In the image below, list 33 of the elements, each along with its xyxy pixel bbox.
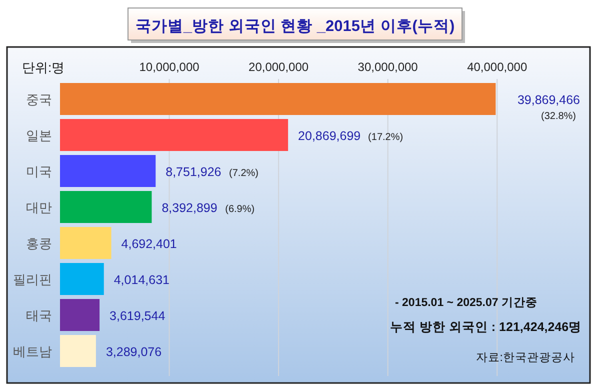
- x-tick-label: 10,000,000: [139, 60, 200, 74]
- x-axis-title: 단위:명: [22, 60, 65, 75]
- y-tick-label: 베트남: [13, 344, 52, 359]
- bar: [60, 119, 288, 151]
- bar: [60, 83, 496, 115]
- y-tick-label: 태국: [26, 308, 52, 323]
- data-label: 4,692,401: [121, 237, 177, 251]
- bar: [60, 191, 152, 223]
- bar: [60, 227, 112, 259]
- bar: [60, 299, 100, 331]
- y-tick-label: 일본: [26, 128, 52, 143]
- bar: [60, 335, 96, 367]
- chart-title: 국가별_방한 외국인 현황 _2015년 이후(누적): [135, 18, 455, 35]
- data-label: 8,392,899 (6.9%): [162, 201, 255, 215]
- x-tick-label: 20,000,000: [248, 60, 309, 74]
- data-label: 20,869,699 (17.2%): [298, 129, 404, 143]
- bar: [60, 263, 104, 295]
- data-label: 8,751,926 (7.2%): [166, 165, 258, 179]
- y-tick-label: 홍콩: [26, 236, 52, 251]
- y-tick-label: 미국: [26, 164, 52, 179]
- annotation: 누적 방한 외국인 : 121,424,246명: [390, 320, 582, 334]
- y-tick-label: 중국: [26, 92, 52, 107]
- data-label: 3,619,544: [110, 309, 166, 323]
- data-label: 3,289,076: [106, 345, 162, 359]
- y-tick-label: 필리핀: [13, 272, 52, 287]
- data-label: 39,869,466 (32.8%): [517, 93, 580, 122]
- annotation: - 2015.01 ~ 2025.07 기간중: [395, 296, 538, 309]
- annotation: 자료:한국관광공사: [476, 352, 575, 364]
- bar: [60, 155, 156, 187]
- data-label: 4,014,631: [114, 273, 170, 287]
- y-tick-label: 대만: [26, 200, 52, 215]
- x-tick-label: 40,000,000: [467, 60, 528, 74]
- x-tick-label: 30,000,000: [358, 60, 418, 74]
